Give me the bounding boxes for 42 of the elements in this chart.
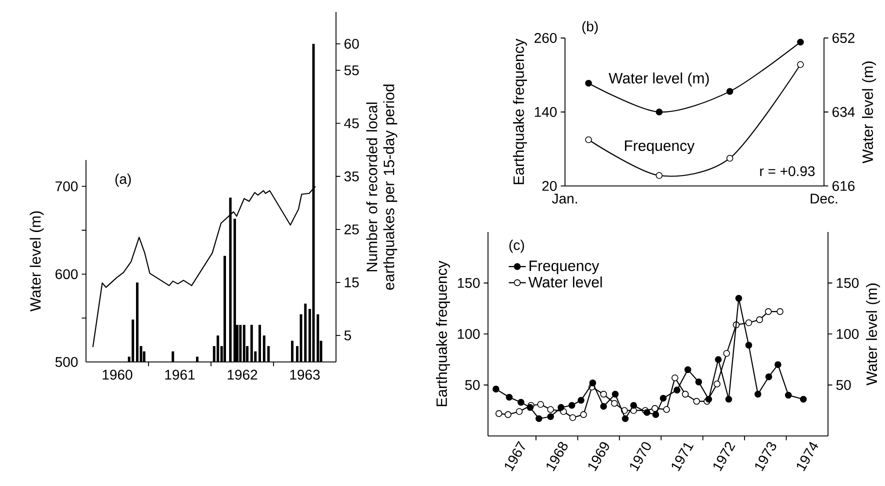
annotation: r = +0.93 [760,166,815,176]
annotation: (a) [115,174,131,187]
x-tick-label: 1961 [165,370,195,380]
y2-tick-label: 616 [832,181,855,191]
y-axis-title: Water level (m) [30,211,44,312]
text: (b) [582,21,598,34]
y-tick-label: 500 [55,357,78,367]
x-tick-label: 1962 [228,370,258,380]
series-label: Water level (m) [608,72,709,86]
y-axis-title: Earthquake frequency [436,260,450,406]
annotation: (c) [509,240,524,253]
y2-axis-title: Number of recorded local earthquakes per 15-day period [366,84,398,290]
y2-tick-label: 35 [344,171,359,182]
y2-tick-label: 50 [836,380,851,390]
legend-label: Frequency [530,260,600,274]
series-label: Frequency [624,140,695,154]
y-tick-label: 700 [56,181,78,192]
y-tick-label: 600 [56,269,78,280]
x-tick-label: Jan. [552,194,577,204]
y2-tick-label: 45 [344,118,359,128]
y-tick-label: 50 [465,380,480,390]
y2-tick-label: 634 [832,107,855,117]
y2-tick-label: 15 [344,278,359,288]
y-tick-label: 150 [458,278,480,288]
y-tick-label: 100 [458,329,480,339]
x-tick-label: 1963 [290,370,320,380]
y2-axis-title: Water level (m) [866,284,880,386]
y2-tick-label: 5 [344,330,352,340]
y2-tick-label: 100 [836,329,859,339]
y2-tick-label: 150 [836,278,859,288]
y-axis-title: Earthquake frequency [513,38,527,184]
y-tick-label: 140 [534,107,557,117]
y2-tick-label: 60 [344,38,359,49]
y2-tick-label: 55 [344,65,359,76]
y2-tick-label: 652 [832,33,854,43]
y2-axis-title: Water level (m) [862,62,876,164]
y-tick-label: 20 [542,181,557,191]
legend-label: Water level [528,276,602,288]
x-tick-label: Dec. [810,194,838,204]
y-tick-label: 260 [534,33,557,43]
x-tick-label: 1960 [102,370,132,380]
y2-tick-label: 25 [344,224,359,234]
